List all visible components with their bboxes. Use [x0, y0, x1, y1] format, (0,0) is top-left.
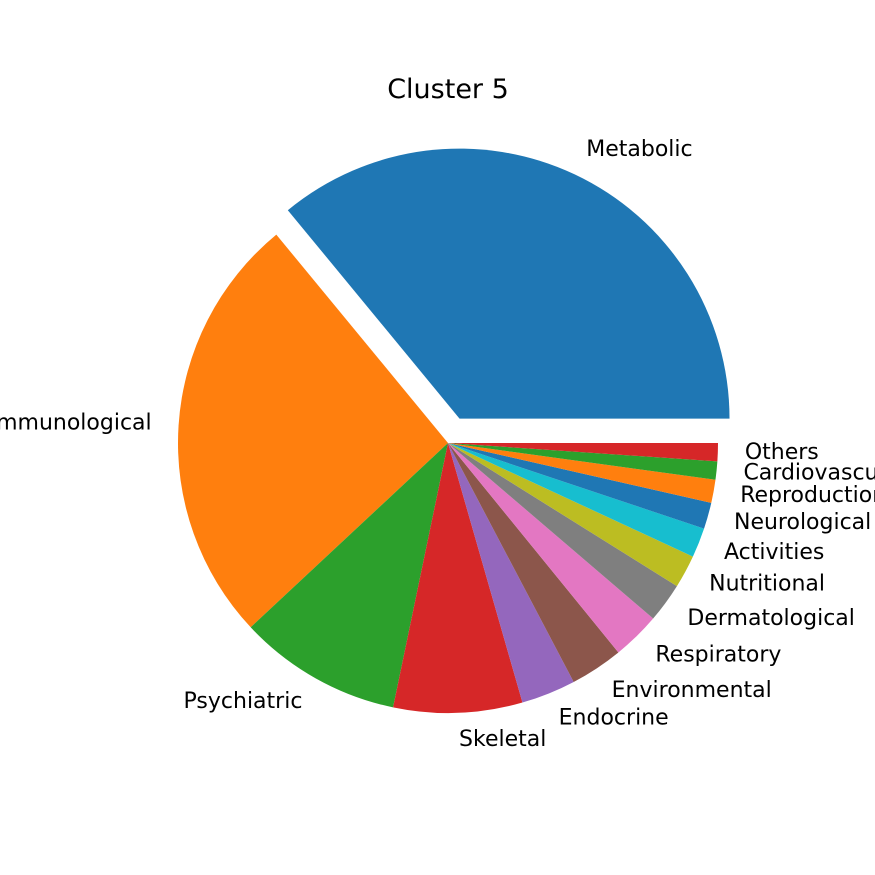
pie-label-respiratory: Respiratory	[655, 643, 781, 668]
pie-label-metabolic: Metabolic	[586, 137, 692, 162]
pie-label-endocrine: Endocrine	[559, 706, 669, 731]
pie-slice-immunological	[177, 234, 449, 628]
pie-slice-psychiatric	[250, 443, 448, 708]
pie-slice-others	[448, 443, 718, 462]
pie-label-activities: Activities	[724, 540, 824, 565]
pie-label-dermatological: Dermatological	[687, 606, 854, 631]
pie-slice-activities	[448, 443, 705, 557]
pie-slice-metabolic	[287, 148, 730, 419]
pie-slice-endocrine	[448, 443, 574, 703]
pie-slice-cardiovascular	[448, 443, 718, 480]
pie-label-skeletal: Skeletal	[459, 727, 546, 752]
pie-label-cardiovascular: Cardiovascular	[743, 460, 875, 485]
pie-label-reproduction: Reproduction	[740, 483, 875, 508]
pie-slice-respiratory	[448, 443, 654, 653]
pie-slice-neurological	[448, 443, 712, 529]
pie-label-neurological: Neurological	[734, 510, 871, 535]
pie-label-psychiatric: Psychiatric	[184, 689, 303, 714]
pie-slice-dermatological	[448, 443, 677, 619]
pie-label-environmental: Environmental	[612, 678, 772, 703]
pie-slice-reproduction	[448, 443, 716, 503]
pie-slice-skeletal	[393, 443, 523, 714]
pie-label-immunological: Immunological	[0, 411, 152, 436]
pie-slices	[177, 148, 730, 714]
pie-labels: Metabolic Immunological Psychiatric Skeleta…	[0, 137, 875, 752]
chart-title: Cluster 5	[387, 74, 509, 105]
pie-slice-nutritional	[448, 443, 693, 587]
pie-label-others: Others	[745, 440, 819, 465]
pie-slice-environmental	[448, 443, 619, 682]
pie-label-nutritional: Nutritional	[709, 572, 825, 597]
